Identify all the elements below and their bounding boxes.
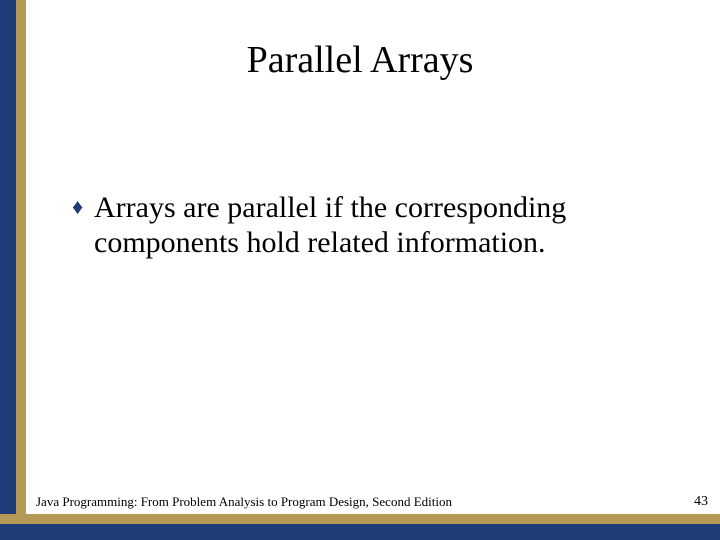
bottom-accent-bar [0, 514, 720, 540]
slide-title: Parallel Arrays [0, 38, 720, 82]
bullet-text: Arrays are parallel if the corresponding… [94, 190, 670, 261]
diamond-bullet-icon: ♦ [72, 190, 94, 224]
footer-text: Java Programming: From Problem Analysis … [36, 494, 452, 510]
slide: Parallel Arrays ♦ Arrays are parallel if… [0, 0, 720, 540]
bullet-item: ♦ Arrays are parallel if the correspondi… [72, 190, 670, 261]
page-number: 43 [694, 494, 708, 510]
slide-body: ♦ Arrays are parallel if the correspondi… [72, 190, 670, 261]
bottom-stripe-gold [0, 514, 720, 524]
bottom-stripe-blue [0, 524, 720, 540]
